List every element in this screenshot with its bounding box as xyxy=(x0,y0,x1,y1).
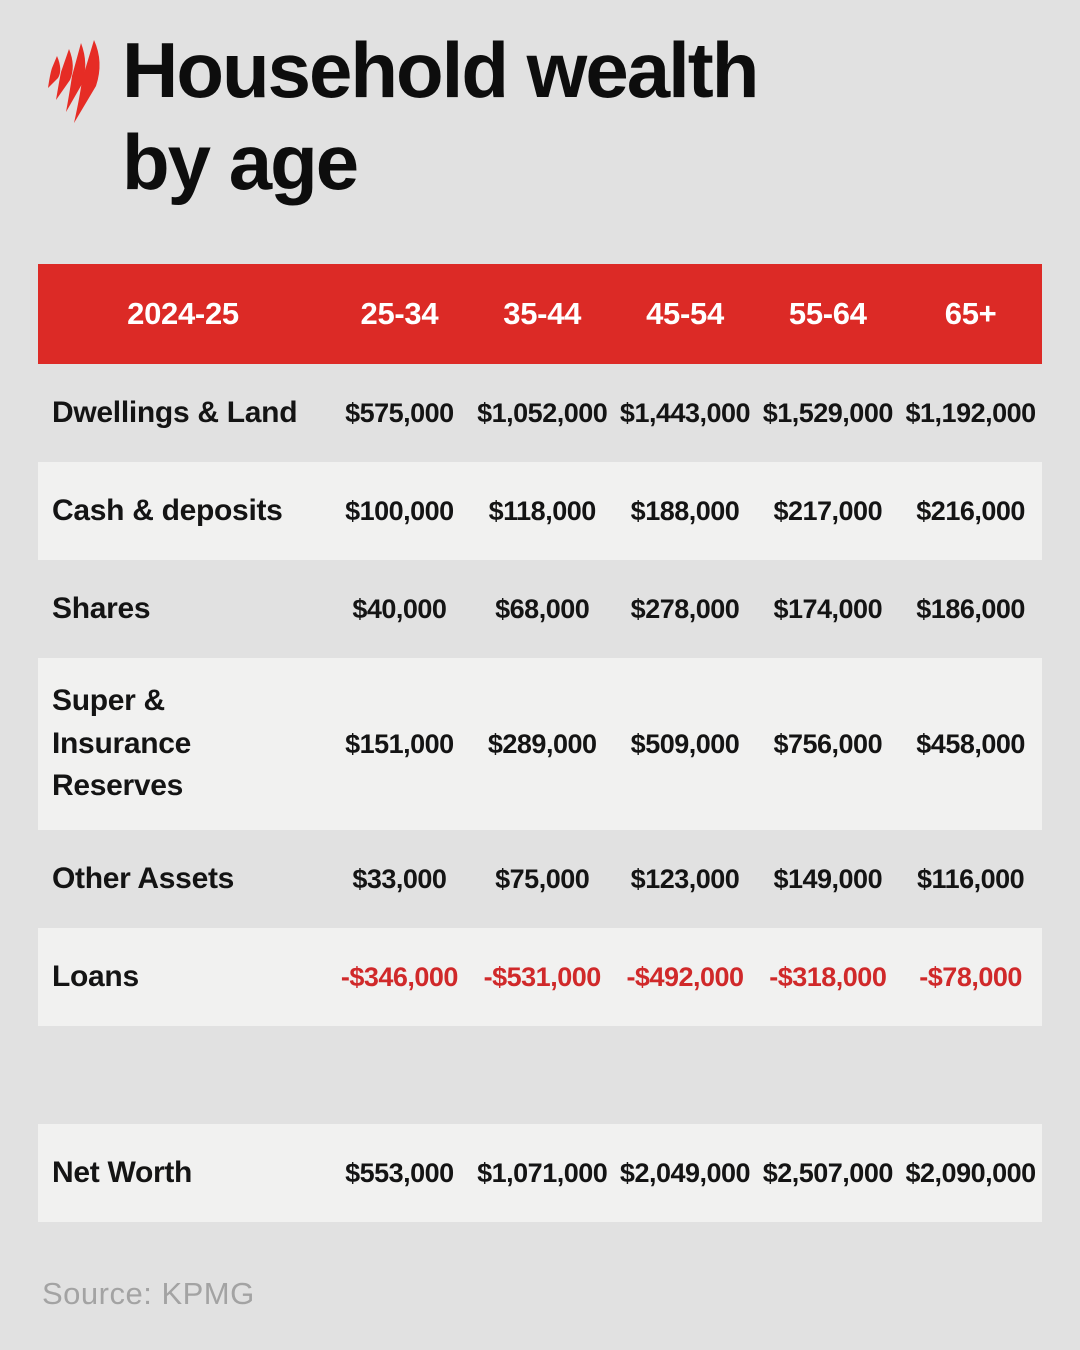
row-label: Net Worth xyxy=(52,1155,193,1189)
value-cell: $186,000 xyxy=(916,593,1025,624)
row-label: Cash & deposits xyxy=(52,493,283,527)
value-cell: -$78,000 xyxy=(919,961,1022,992)
column-header-2024-25: 2024-25 xyxy=(127,296,239,331)
value-cell: $100,000 xyxy=(345,495,454,526)
table-row-super-insurance-reserves: Super & Insurance Reserves $151,000 $289,0… xyxy=(38,658,1042,830)
value-cell: $2,507,000 xyxy=(762,1157,894,1188)
value-cell: $756,000 xyxy=(773,728,883,759)
source-credit: Source: KPMG xyxy=(42,1276,255,1311)
row-label: Dwellings & Land xyxy=(52,395,298,429)
value-cell: -$531,000 xyxy=(483,961,602,992)
value-cell: $1,529,000 xyxy=(762,397,894,428)
table-row-net-worth: Net Worth $553,000 $1,071,000 $2,049,000 $2,… xyxy=(38,1124,1042,1222)
row-label: Loans xyxy=(52,959,139,993)
column-header-65: 65+ xyxy=(944,296,997,331)
value-cell: $118,000 xyxy=(488,495,597,526)
value-cell: $188,000 xyxy=(630,495,740,526)
column-header-25-34: 25-34 xyxy=(360,296,439,331)
value-cell: $68,000 xyxy=(495,593,590,624)
row-label: Super & Insurance Reserves xyxy=(52,684,192,803)
value-cell: $75,000 xyxy=(495,863,590,894)
value-cell: $553,000 xyxy=(345,1157,454,1188)
value-cell: $2,090,000 xyxy=(905,1157,1037,1188)
table-row-other-assets: Other Assets $33,000 $75,000 $123,000 $149,0… xyxy=(38,830,1042,928)
table-row-loans: Loans -$346,000 -$531,000 -$492,000 -$318,00… xyxy=(38,928,1042,1026)
value-cell: $217,000 xyxy=(773,495,883,526)
page-title: Household wealth by age xyxy=(122,24,759,208)
page-title-line1: Household wealth xyxy=(122,26,759,114)
value-cell: $149,000 xyxy=(773,863,883,894)
sbs-mercury-logo-icon xyxy=(48,40,100,123)
value-cell: -$346,000 xyxy=(340,961,459,992)
section-gap xyxy=(38,1026,1042,1124)
row-label: Other Assets xyxy=(52,861,235,895)
value-cell: -$492,000 xyxy=(626,961,744,992)
value-cell: $174,000 xyxy=(773,593,883,624)
table-body: Dwellings & Land $575,000 $1,052,000 $1,443… xyxy=(38,364,1042,1222)
value-cell: $116,000 xyxy=(917,863,1025,894)
wealth-table: 2024-25 25-34 35-44 45-54 55-64 65+ Dwellings… xyxy=(38,264,1042,1222)
value-cell: $1,443,000 xyxy=(619,397,751,428)
table-row-shares: Shares $40,000 $68,000 $278,000 $174,000 $186… xyxy=(38,560,1042,658)
value-cell: $33,000 xyxy=(352,863,447,894)
value-cell: $151,000 xyxy=(345,728,454,759)
column-header-45-54: 45-54 xyxy=(646,296,724,331)
table-header-row: 2024-25 25-34 35-44 45-54 55-64 65+ xyxy=(38,264,1042,364)
value-cell: -$318,000 xyxy=(769,961,887,992)
table-row-dwellings-land: Dwellings & Land $575,000 $1,052,000 $1,443… xyxy=(38,364,1042,462)
value-cell: $289,000 xyxy=(487,728,597,759)
value-cell: $1,192,000 xyxy=(905,397,1037,428)
value-cell: $575,000 xyxy=(345,397,454,428)
value-cell: $1,052,000 xyxy=(477,397,608,428)
column-header-55-64: 55-64 xyxy=(788,296,867,331)
column-header-35-44: 35-44 xyxy=(503,296,582,331)
value-cell: $2,049,000 xyxy=(619,1157,751,1188)
page-title-line2: by age xyxy=(122,118,359,207)
value-cell: $278,000 xyxy=(630,593,740,624)
value-cell: $216,000 xyxy=(916,495,1025,526)
value-cell: $509,000 xyxy=(630,728,740,759)
table-row-cash-deposits: Cash & deposits $100,000 $118,000 $188,000 $… xyxy=(38,462,1042,560)
row-label: Shares xyxy=(52,591,151,625)
value-cell: $123,000 xyxy=(630,863,740,894)
value-cell: $40,000 xyxy=(352,593,447,624)
value-cell: $458,000 xyxy=(916,728,1025,759)
value-cell: $1,071,000 xyxy=(477,1157,608,1188)
